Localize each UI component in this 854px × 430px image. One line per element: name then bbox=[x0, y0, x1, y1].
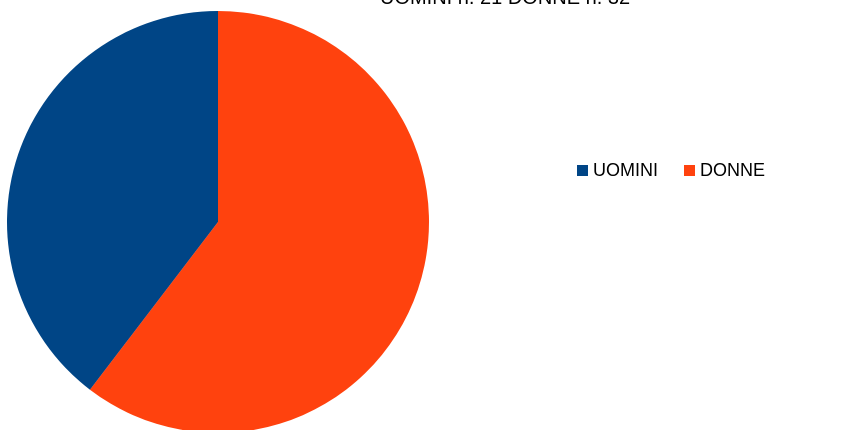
legend-swatch-donne bbox=[684, 165, 695, 176]
legend-swatch-uomini bbox=[577, 165, 588, 176]
legend: UOMINI DONNE bbox=[577, 160, 765, 181]
pie-slice-donne bbox=[89, 11, 429, 430]
legend-item-uomini: UOMINI bbox=[577, 160, 658, 181]
chart-title: UOMINI n. 21 DONNE n. 32 bbox=[380, 0, 780, 10]
pie-slice-uomini bbox=[6, 11, 219, 390]
legend-item-donne: DONNE bbox=[684, 160, 765, 181]
legend-label-donne: DONNE bbox=[700, 160, 766, 180]
pie-slices bbox=[6, 11, 429, 430]
legend-label-uomini: UOMINI bbox=[593, 160, 658, 180]
